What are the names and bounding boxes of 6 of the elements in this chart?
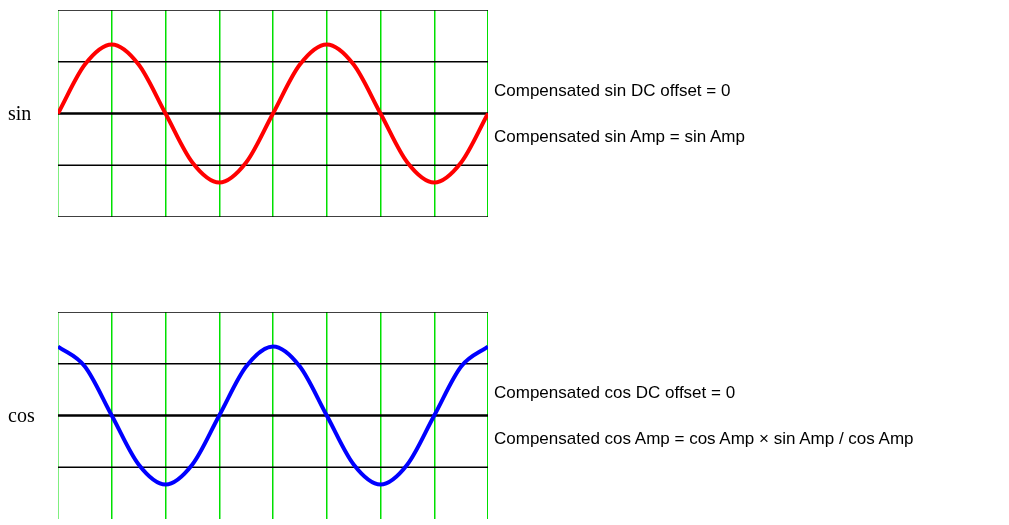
text: Compensated sin DC offset = 0 bbox=[494, 79, 732, 102]
text: Compensated cos DC offset = 0 bbox=[494, 381, 737, 404]
y-axis-title: cos bbox=[8, 404, 36, 427]
text: Compensated sin Amp = sin Amp bbox=[494, 125, 745, 148]
text: Compensated cos Amp = cos Amp × sin Amp / cos Amp bbox=[494, 427, 914, 450]
y-axis-title: sin bbox=[8, 102, 33, 125]
